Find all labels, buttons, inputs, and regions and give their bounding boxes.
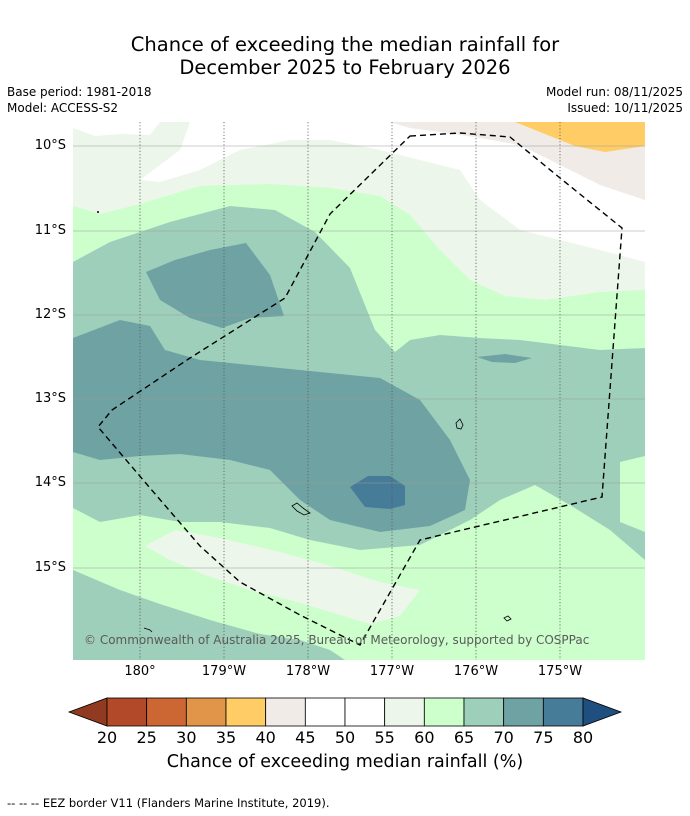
meta-left: Base period: 1981-2018 Model: ACCESS-S2 (7, 84, 152, 116)
colorbar-tick-label: 70 (493, 728, 514, 747)
colorbar-tick-label: 40 (255, 728, 276, 747)
zone-75-80 (350, 476, 405, 509)
lon-label-180: 180° (124, 664, 156, 679)
lat-label-14s: 14°S (34, 475, 66, 490)
chart-title-line1: Chance of exceeding the median rainfall … (130, 33, 560, 56)
lon-label-175w: 175°W (537, 664, 583, 679)
model-run: Model run: 08/11/2025 (545, 85, 683, 99)
colorbar-cell (542, 697, 584, 727)
zone-70-75-east (477, 354, 532, 363)
colorbar-cell (225, 697, 267, 727)
colorbar-tick-label: 25 (136, 728, 157, 747)
colorbar-cell (304, 697, 346, 727)
lat-label-13s: 13°S (34, 391, 66, 406)
colorbar-extend-low (67, 697, 108, 727)
colorbar-tick-label: 35 (215, 728, 237, 747)
lat-label-10s: 10°S (34, 138, 66, 153)
colorbar-tick-label: 50 (334, 728, 356, 747)
colorbar-label: Chance of exceeding median rainfall (%) (166, 752, 524, 772)
lat-label-12s: 12°S (34, 307, 66, 322)
colorbar-cells (106, 697, 584, 727)
colorbar-cell (503, 697, 544, 727)
zone-70-75-north (146, 243, 284, 328)
issued-date: Issued: 10/11/2025 (567, 101, 683, 115)
colorbar-tick-label: 30 (176, 728, 197, 747)
lon-label-178w: 178°W (285, 664, 331, 679)
colorbar-cell (185, 697, 227, 727)
base-period: Base period: 1981-2018 (7, 85, 152, 99)
colorbar-cell (146, 697, 187, 727)
model-name: Model: ACCESS-S2 (7, 101, 119, 115)
island-north (455, 418, 464, 430)
colorbar-cell (106, 697, 148, 727)
colorbar-tick-label: 60 (414, 728, 435, 747)
lon-label-177w: 177°W (369, 664, 415, 679)
colorbar-tick-label: 20 (96, 728, 118, 747)
lat-label-15s: 15°S (34, 560, 66, 575)
copyright-notice: © Commonwealth of Australia 2025, Bureau… (84, 633, 590, 647)
lon-label-176w: 176°W (453, 664, 499, 679)
colorbar-tick-label: 80 (572, 728, 594, 747)
lon-label-179w: 179°W (201, 664, 247, 679)
island-south (503, 615, 512, 622)
zone-55-60-south (145, 530, 420, 624)
colorbar-tick-label: 65 (453, 728, 475, 747)
colorbar-cell (265, 697, 306, 727)
zone-30-35 (515, 122, 645, 152)
chart-title-line2: December 2025 to February 2026 (179, 56, 511, 79)
colorbar-cell (463, 697, 505, 727)
island-sw (143, 627, 153, 633)
eez-legend: -- -- -- EEZ border V11 (Flanders Marine… (7, 796, 330, 810)
zone-45-55 (73, 122, 645, 262)
colorbar-cell (423, 697, 465, 727)
island-nw (97, 211, 99, 213)
colorbar-cell (384, 697, 425, 727)
rainfall-map (73, 122, 645, 660)
zone-65-70-south (73, 570, 345, 660)
island-central (291, 502, 311, 516)
colorbar-extend-high (582, 697, 623, 727)
meta-right: Model run: 08/11/2025 Issued: 10/11/2025 (546, 84, 683, 116)
zone-60-65-east (620, 456, 645, 532)
colorbar-tick-label: 55 (374, 728, 395, 747)
colorbar-tick-label: 75 (533, 728, 554, 747)
lat-gridlines (73, 145, 645, 569)
colorbar-tick-label: 45 (295, 728, 316, 747)
eez-border (97, 132, 623, 646)
lat-label-11s: 11°S (34, 223, 66, 238)
colorbar-cell (344, 697, 386, 727)
